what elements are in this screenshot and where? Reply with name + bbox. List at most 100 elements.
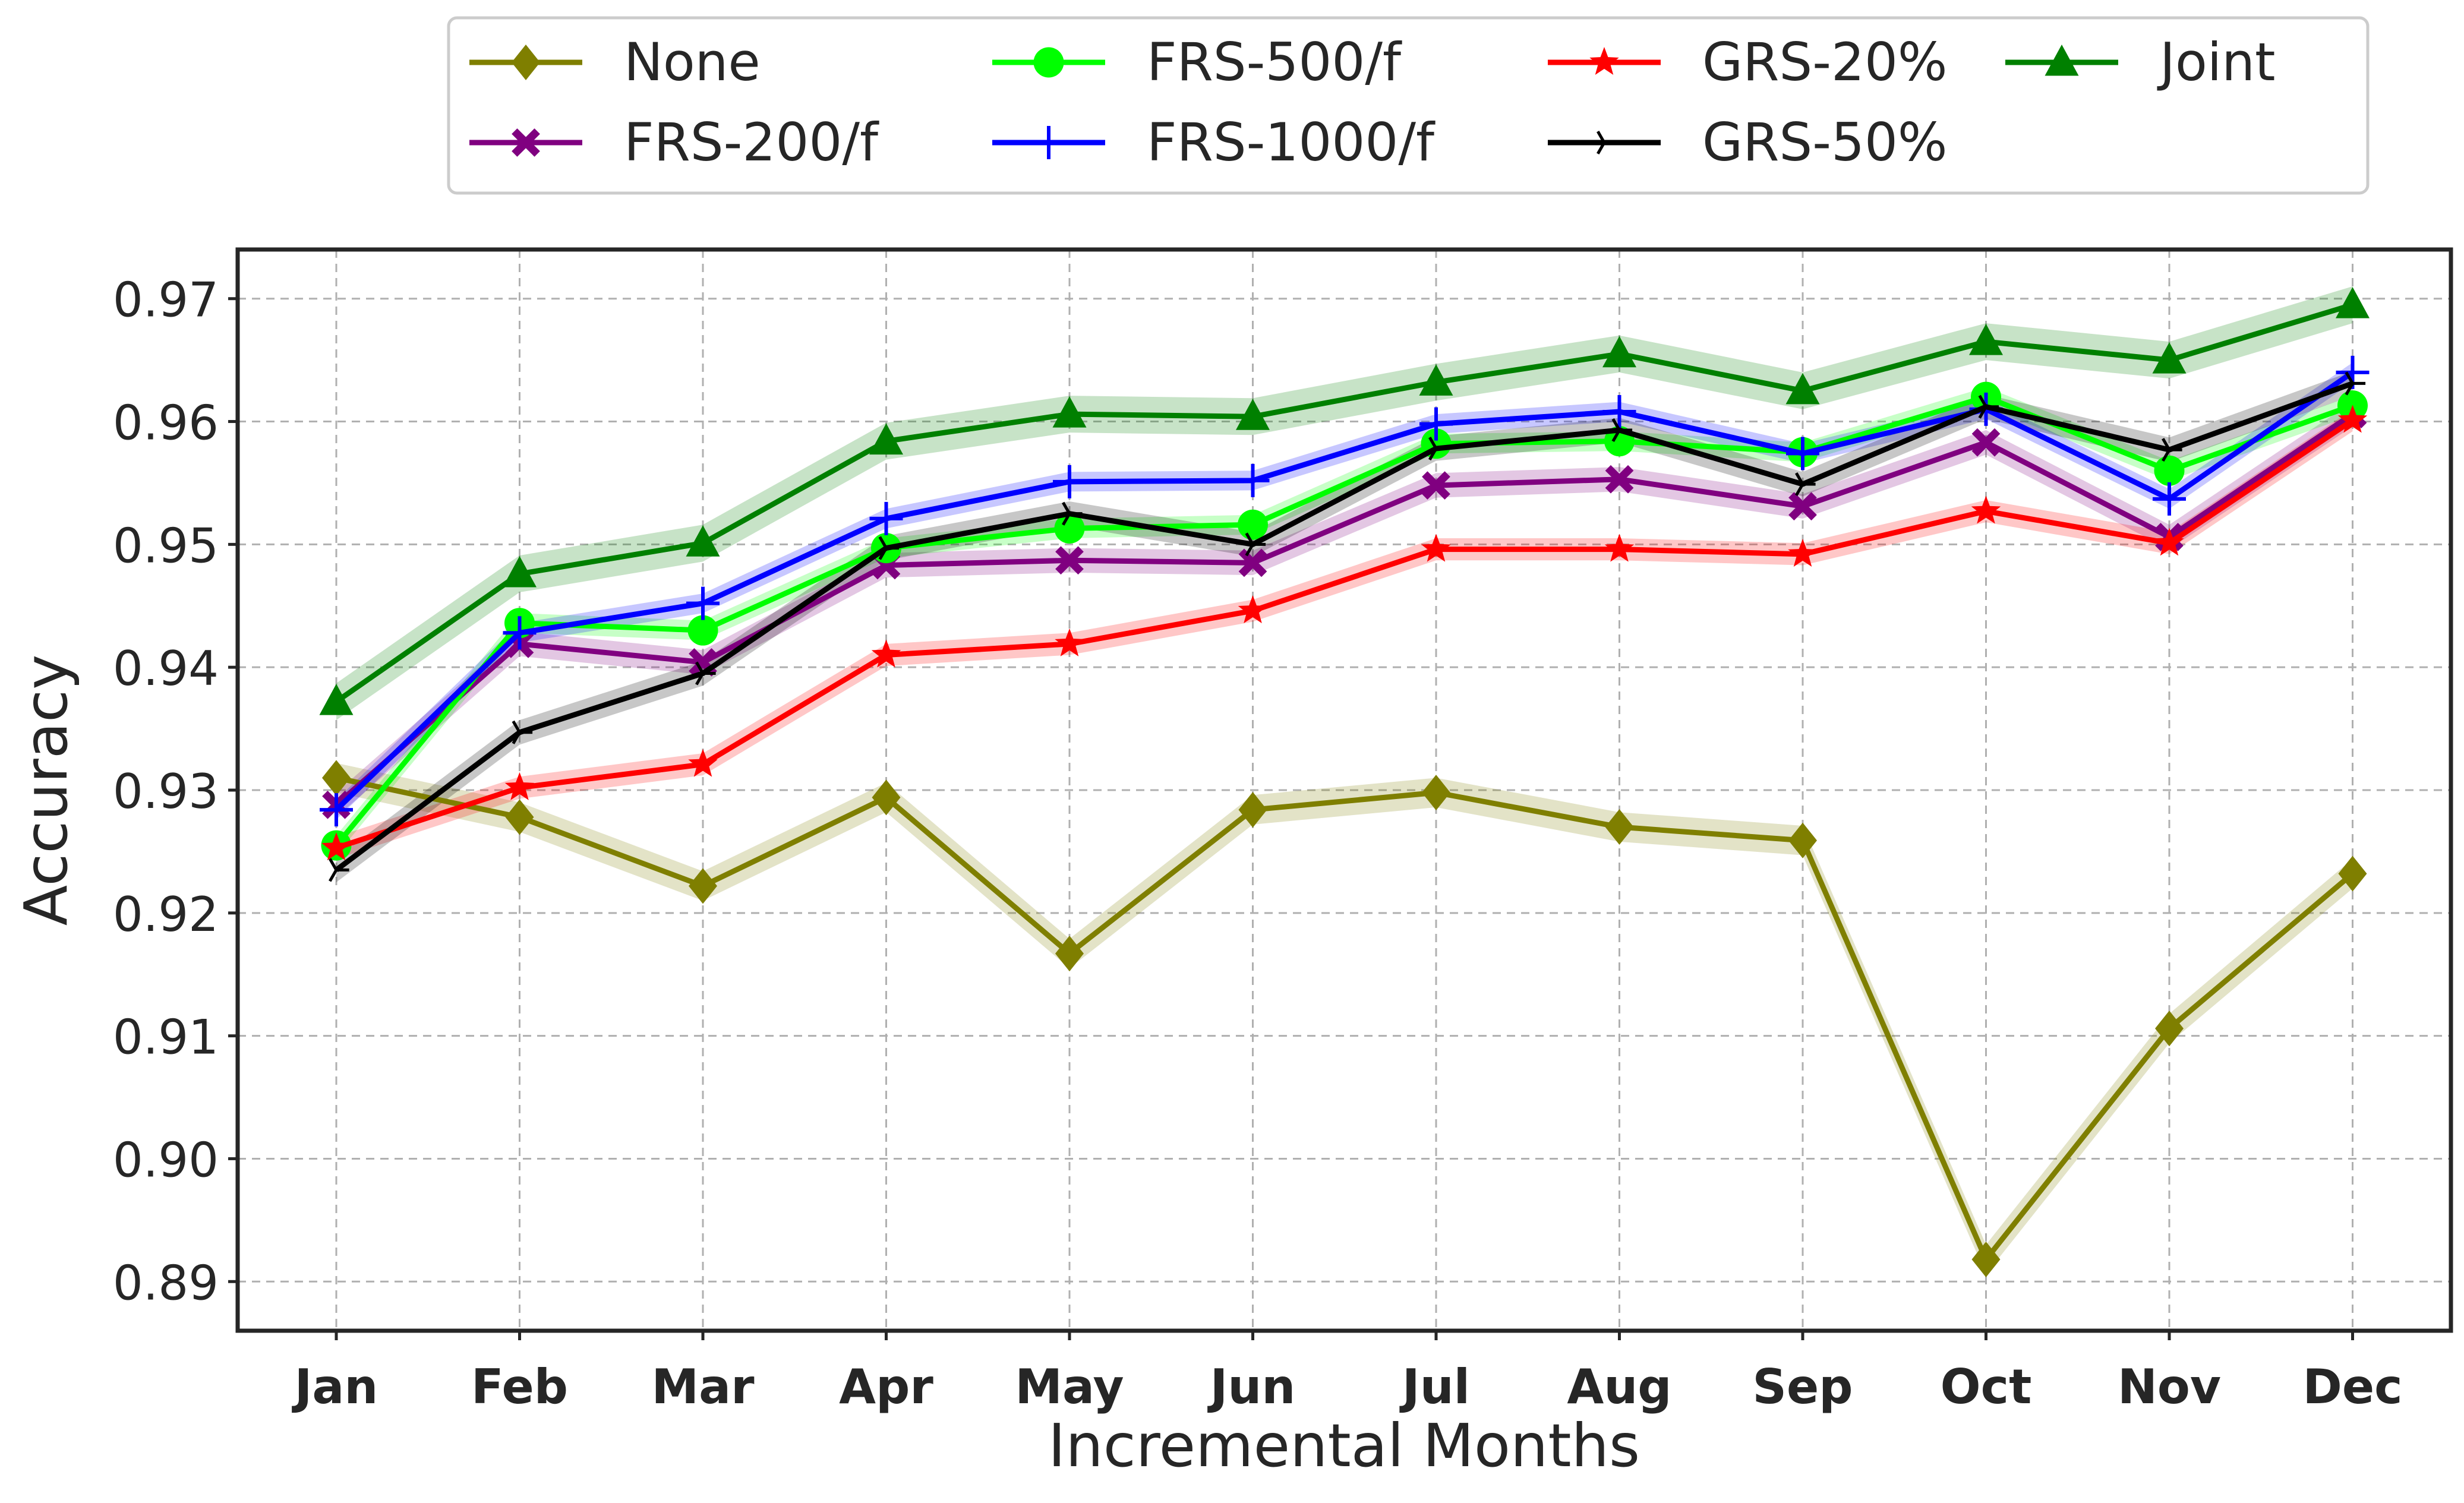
x-tick-label: Feb <box>471 1359 568 1414</box>
marker-tri-right <box>1795 472 1816 497</box>
series-None <box>322 760 2367 1278</box>
marker-tri-right <box>2345 371 2366 396</box>
x-tick-label: Mar <box>651 1359 755 1414</box>
marker-x <box>1422 471 1450 500</box>
y-tick-label: 0.94 <box>113 641 219 696</box>
marker-triangle <box>1602 336 1636 368</box>
marker-diamond <box>512 45 540 80</box>
legend: None FRS-200/f FRS-500/f FRS-1000/f GRS-20% G… <box>447 16 2370 195</box>
x-tick-label: Jul <box>1399 1359 1470 1414</box>
marker-x <box>1238 548 1267 577</box>
y-tick-label: 0.95 <box>113 518 219 573</box>
y-tick-label: 0.92 <box>113 887 219 942</box>
marker-tri-right <box>1245 532 1266 557</box>
legend-label: GRS-50% <box>1702 112 1948 173</box>
legend-label: FRS-200/f <box>624 112 879 173</box>
marker-star <box>1788 538 1818 567</box>
x-axis-ticks: Jan Feb Mar Apr May Jun Jul Aug Sep Oct Nov Dec <box>292 1331 2403 1414</box>
marker-diamond <box>1238 792 1267 828</box>
band-None <box>336 763 2353 1274</box>
marker-plus <box>1602 395 1636 428</box>
x-tick-label: Jun <box>1207 1359 1296 1414</box>
series-line <box>334 370 2355 812</box>
series-GRS-20% <box>321 405 2368 861</box>
marker-star <box>1589 47 1619 75</box>
legend-frame <box>447 16 2370 195</box>
marker-star <box>2154 528 2184 556</box>
marker-tri-right <box>1062 501 1083 526</box>
legend-label: GRS-20% <box>1702 31 1948 93</box>
marker-star <box>1421 533 1451 562</box>
marker-plus <box>686 586 720 620</box>
marker-star <box>1055 628 1084 656</box>
grid <box>238 250 2451 1331</box>
series-line <box>335 412 2355 807</box>
marker-diamond <box>2338 855 2367 892</box>
x-tick-label: Aug <box>1567 1359 1671 1414</box>
marker-tri-right <box>512 720 533 744</box>
marker-diamond <box>872 779 901 816</box>
marker-circle <box>1033 47 1064 78</box>
marker-tri-right <box>695 661 716 686</box>
marker-tri-right <box>2162 438 2182 462</box>
marker-star <box>321 832 351 861</box>
legend-item: GRS-20% <box>1548 31 1948 93</box>
legend-item: GRS-50% <box>1548 112 1948 173</box>
series-line <box>335 302 2353 704</box>
series-line <box>335 418 2355 851</box>
y-axis-ticks: 0.89 0.90 0.91 0.92 0.93 0.94 0.95 0.96 0.97 <box>113 273 238 1311</box>
marker-diamond <box>1422 775 1450 811</box>
legend-item: FRS-200/f <box>469 112 879 173</box>
marker-triangle <box>319 684 354 715</box>
x-tick-label: Dec <box>2302 1359 2402 1414</box>
marker-star <box>504 772 535 800</box>
marker-tri-right <box>1978 394 1999 419</box>
marker-x <box>512 128 540 157</box>
marker-tri-right <box>329 858 349 882</box>
marker-triangle <box>1785 372 1820 405</box>
marker-diamond <box>1605 809 1634 845</box>
marker-star <box>2337 405 2368 433</box>
x-tick-label: Sep <box>1752 1359 1853 1414</box>
marker-circle <box>1054 513 1085 544</box>
y-tick-label: 0.89 <box>113 1255 219 1311</box>
marker-star <box>688 749 718 777</box>
x-tick-label: Nov <box>2118 1359 2221 1414</box>
marker-plus <box>1236 463 1270 497</box>
x-axis-label: Incremental Months <box>1048 1411 1640 1480</box>
marker-tri-right <box>1428 437 1449 461</box>
marker-x <box>1788 492 1817 521</box>
legend-label: FRS-500/f <box>1147 31 1402 93</box>
y-axis-label: Accuracy <box>11 655 81 926</box>
marker-triangle <box>1419 364 1453 396</box>
marker-plus <box>2153 482 2186 516</box>
marker-plus <box>503 616 537 650</box>
marker-diamond <box>1971 1242 2001 1278</box>
series-Joint <box>319 287 2370 715</box>
marker-plus <box>1786 437 1819 471</box>
confidence-bands <box>336 286 2353 1274</box>
marker-star <box>1971 495 2001 524</box>
legend-label: Joint <box>2157 31 2276 93</box>
marker-triangle <box>1969 324 2003 355</box>
marker-plus <box>869 501 903 535</box>
marker-triangle <box>503 556 537 588</box>
marker-triangle <box>2152 342 2187 374</box>
marker-triangle <box>2045 45 2079 76</box>
marker-plus <box>1053 465 1086 498</box>
marker-diamond <box>689 868 717 904</box>
marker-tri-right <box>1611 418 1633 443</box>
marker-x <box>1055 546 1084 575</box>
marker-circle <box>687 615 718 646</box>
marker-triangle <box>1236 399 1270 430</box>
marker-plus <box>320 793 353 827</box>
x-tick-label: Apr <box>839 1359 933 1414</box>
marker-x <box>1605 465 1634 494</box>
marker-tri-right <box>1597 130 1617 155</box>
marker-triangle <box>686 525 720 557</box>
x-tick-label: May <box>1015 1359 1124 1414</box>
y-tick-label: 0.97 <box>113 273 219 328</box>
marker-diamond <box>1055 936 1084 972</box>
